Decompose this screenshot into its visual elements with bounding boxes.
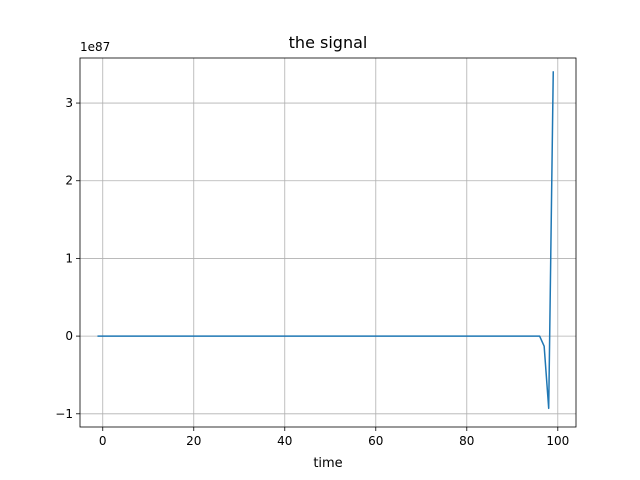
x-tick-label: 40 <box>277 434 292 448</box>
grid-lines <box>80 58 576 427</box>
x-tick-label: 100 <box>546 434 569 448</box>
x-tick-label: 80 <box>459 434 474 448</box>
axes-frame <box>79 57 577 428</box>
y-tick-label: −1 <box>55 407 73 421</box>
y-tick-label: 3 <box>65 96 73 110</box>
chart-title: the signal <box>289 33 368 52</box>
x-tick-label: 20 <box>186 434 201 448</box>
y-axis-offset-label: 1e87 <box>80 40 110 54</box>
y-tick-label: 0 <box>65 329 73 343</box>
x-axis-label: time <box>313 456 342 471</box>
y-tick-label: 1 <box>65 251 73 265</box>
x-tick-label: 60 <box>368 434 383 448</box>
y-tick-label: 2 <box>65 174 73 188</box>
x-tick-label: 0 <box>99 434 107 448</box>
series-layer <box>97 71 555 410</box>
axis-ticks: 0 20 40 60 80 100 −1 0 1 2 3 <box>55 96 569 448</box>
signal-series-line <box>97 71 555 410</box>
